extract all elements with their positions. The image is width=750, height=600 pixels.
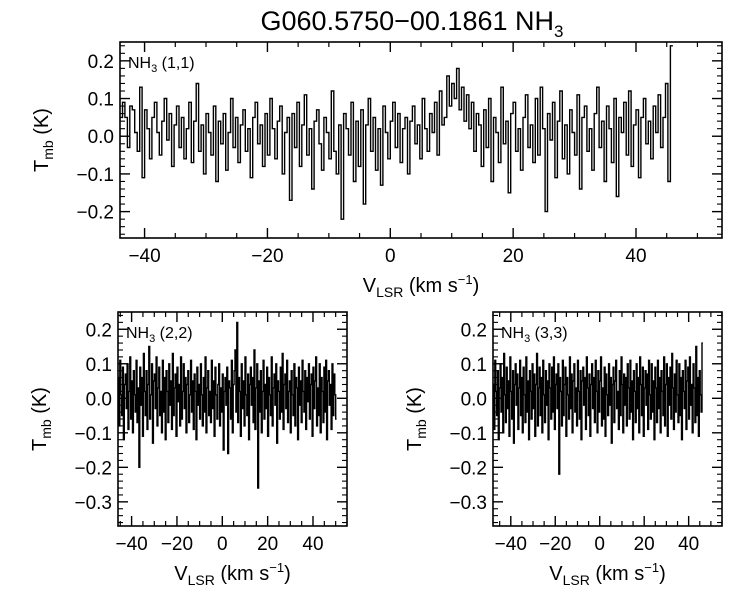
spectrum-line-0 <box>120 45 673 220</box>
title-main: G060.5750−00.1861 NH <box>261 6 554 36</box>
y-tick-label-0: 0.2 <box>88 52 114 73</box>
title-subscript: 3 <box>554 22 563 41</box>
panel-nh3-22: −40 −20 0 20 40 −0.3 −0.2 −0.1 0.0 0.1 0.2 NH3 (2,2… <box>29 311 348 588</box>
y-axis-title-2: Tmb (K) <box>404 387 429 451</box>
y-tick-label-2: 0.0 <box>461 389 487 410</box>
x-tick-label-2: 20 <box>634 534 655 555</box>
y-axis-title-0: Tmb (K) <box>31 108 56 172</box>
transition-label-2: NH3 (3,3) <box>501 325 568 345</box>
y-tick-label-2: 0.2 <box>461 320 487 341</box>
x-tick-label-1: −40 <box>115 534 147 555</box>
y-tick-label-2: −0.2 <box>449 458 487 479</box>
y-tick-label-0: −0.2 <box>76 203 114 224</box>
spectrum-line-2 <box>493 342 703 475</box>
y-tick-label-1: 0.1 <box>86 355 112 376</box>
x-tick-label-0: −40 <box>128 246 160 267</box>
x-tick-label-1: 20 <box>257 534 278 555</box>
x-tick-label-2: 0 <box>594 534 605 555</box>
x-tick-label-2: 40 <box>678 534 699 555</box>
x-axis-title-0: VLSR (km s−1) <box>363 272 480 300</box>
y-tick-label-0: 0.0 <box>88 127 114 148</box>
transition-label-0: NH3 (1,1) <box>128 55 195 75</box>
x-tick-label-2: −40 <box>495 534 527 555</box>
panel-nh3-11: −40 −20 0 20 40 −0.2 −0.1 0.0 0.1 0.2 NH3 (1,1) VLS… <box>31 41 723 300</box>
y-tick-label-1: −0.2 <box>74 458 112 479</box>
y-tick-label-1: −0.1 <box>74 424 112 445</box>
x-tick-label-2: −20 <box>539 534 571 555</box>
x-tick-label-0: 40 <box>625 246 646 267</box>
y-tick-label-2: 0.1 <box>461 355 487 376</box>
y-tick-label-1: −0.3 <box>74 493 112 514</box>
y-tick-label-2: −0.1 <box>449 424 487 445</box>
y-tick-label-0: 0.1 <box>88 90 114 111</box>
y-tick-label-2: −0.3 <box>449 493 487 514</box>
x-tick-label-0: −20 <box>251 246 283 267</box>
x-tick-label-0: 0 <box>385 246 396 267</box>
x-tick-label-0: 20 <box>503 246 524 267</box>
transition-label-1: NH3 (2,2) <box>126 325 193 345</box>
y-tick-label-0: −0.1 <box>76 165 114 186</box>
x-axis-title-2: VLSR (km s−1) <box>549 560 666 588</box>
x-tick-label-1: 0 <box>217 534 228 555</box>
x-tick-label-1: −20 <box>161 534 193 555</box>
panel-nh3-33: −40 −20 0 20 40 −0.3 −0.2 −0.1 0.0 0.1 0.2 NH3 (3,3… <box>404 311 723 588</box>
figure-title: G060.5750−00.1861 NH3 <box>261 6 564 41</box>
x-axis-title-1: VLSR (km s−1) <box>174 560 291 588</box>
x-tick-label-1: 40 <box>302 534 323 555</box>
y-tick-label-1: 0.2 <box>86 320 112 341</box>
y-axis-title-1: Tmb (K) <box>29 387 54 451</box>
spectrum-line-1 <box>118 321 337 489</box>
y-tick-label-1: 0.0 <box>86 389 112 410</box>
